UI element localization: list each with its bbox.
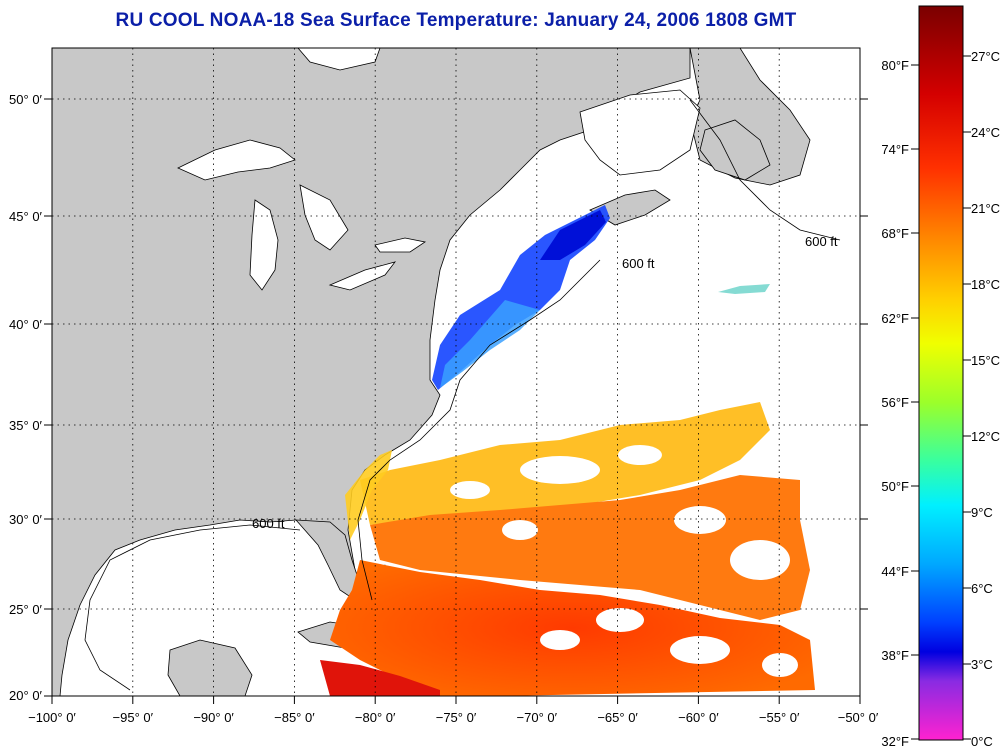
celsius-label: 18°C [971,277,1000,292]
lat-label: 20° 0′ [9,688,43,703]
longitude-labels: −100° 0′ −95° 0′ −90° 0′ −85° 0′ −80° 0′… [28,710,879,725]
contour-gulf [84,524,301,691]
contour-north [689,99,841,241]
lake-superior [177,139,296,181]
gulf-st-lawrence-water [579,89,701,176]
lat-label: 40° 0′ [9,317,43,332]
celsius-label: 6°C [971,581,993,596]
fahrenheit-label: 32°F [881,734,909,749]
colorbar-celsius-ticks [963,55,971,740]
lon-label: −80° 0′ [355,710,396,725]
yucatan-land [167,639,253,697]
latitude-labels: 50° 0′ 45° 0′ 40° 0′ 35° 0′ 30° 0′ 25° 0… [9,92,43,703]
temperature-colorbar: 80°F 74°F 68°F 62°F 56°F 50°F 44°F 38°F … [881,5,1000,749]
contour-label-600ft-c: 600 ft [805,234,838,249]
lake-erie [328,261,397,291]
lat-label: 45° 0′ [9,209,43,224]
lat-label: 30° 0′ [9,512,43,527]
fahrenheit-label: 80°F [881,58,909,73]
cloud-mask [450,445,798,677]
lake-michigan [249,199,279,291]
colorbar-celsius-labels: 27°C 24°C 21°C 18°C 15°C 12°C 9°C 6°C 3°… [971,49,1000,749]
contour-label-600ft-a: 600 ft [622,256,655,271]
graticule [52,48,860,696]
lon-label: −85° 0′ [274,710,315,725]
celsius-label: 27°C [971,49,1000,64]
fahrenheit-label: 62°F [881,311,909,326]
fahrenheit-label: 44°F [881,564,909,579]
lake-ontario [374,237,427,253]
fahrenheit-label: 68°F [881,226,909,241]
celsius-label: 21°C [971,201,1000,216]
lon-label: −60° 0′ [678,710,719,725]
celsius-label: 24°C [971,125,1000,140]
celsius-label: 3°C [971,657,993,672]
map-title: RU COOL NOAA-18 Sea Surface Temperature:… [115,10,797,31]
lon-label: −90° 0′ [193,710,234,725]
fahrenheit-label: 74°F [881,142,909,157]
nova-scotia-land [589,189,671,226]
tick-marks [44,98,868,704]
fahrenheit-label: 56°F [881,395,909,410]
sst-offshore-cyan-strip [718,284,770,294]
lat-label: 25° 0′ [9,602,43,617]
sst-cool-nearshore [440,300,540,388]
celsius-label: 0°C [971,734,993,749]
lat-label: 35° 0′ [9,418,43,433]
lon-label: −55° 0′ [759,710,800,725]
sst-deep-blue-gulf-maine [540,210,606,260]
lon-label: −70° 0′ [517,710,558,725]
lon-label: −95° 0′ [113,710,154,725]
lake-huron [299,184,349,251]
celsius-label: 12°C [971,429,1000,444]
celsius-label: 15°C [971,353,1000,368]
newfoundland-land [699,119,771,181]
colorbar-fahrenheit-labels: 80°F 74°F 68°F 62°F 56°F 50°F 44°F 38°F … [881,58,909,749]
colorbar-fahrenheit-ticks [911,64,919,740]
lat-label: 50° 0′ [9,92,43,107]
contour-east-coast [357,259,601,601]
lon-label: −75° 0′ [436,710,477,725]
map-panel: 600 ft 600 ft 600 ft [44,47,868,704]
celsius-label: 9°C [971,505,993,520]
lon-label: −100° 0′ [28,710,76,725]
bathymetry-contours [84,99,841,691]
fahrenheit-label: 50°F [881,479,909,494]
colorbar-gradient [918,5,964,741]
fahrenheit-label: 38°F [881,648,909,663]
sst-gulfstream-west [345,450,392,540]
sst-caribbean-red [320,660,440,696]
lon-label: −65° 0′ [597,710,638,725]
lon-label: −50° 0′ [838,710,879,725]
contour-label-600ft-b: 600 ft [252,516,285,531]
